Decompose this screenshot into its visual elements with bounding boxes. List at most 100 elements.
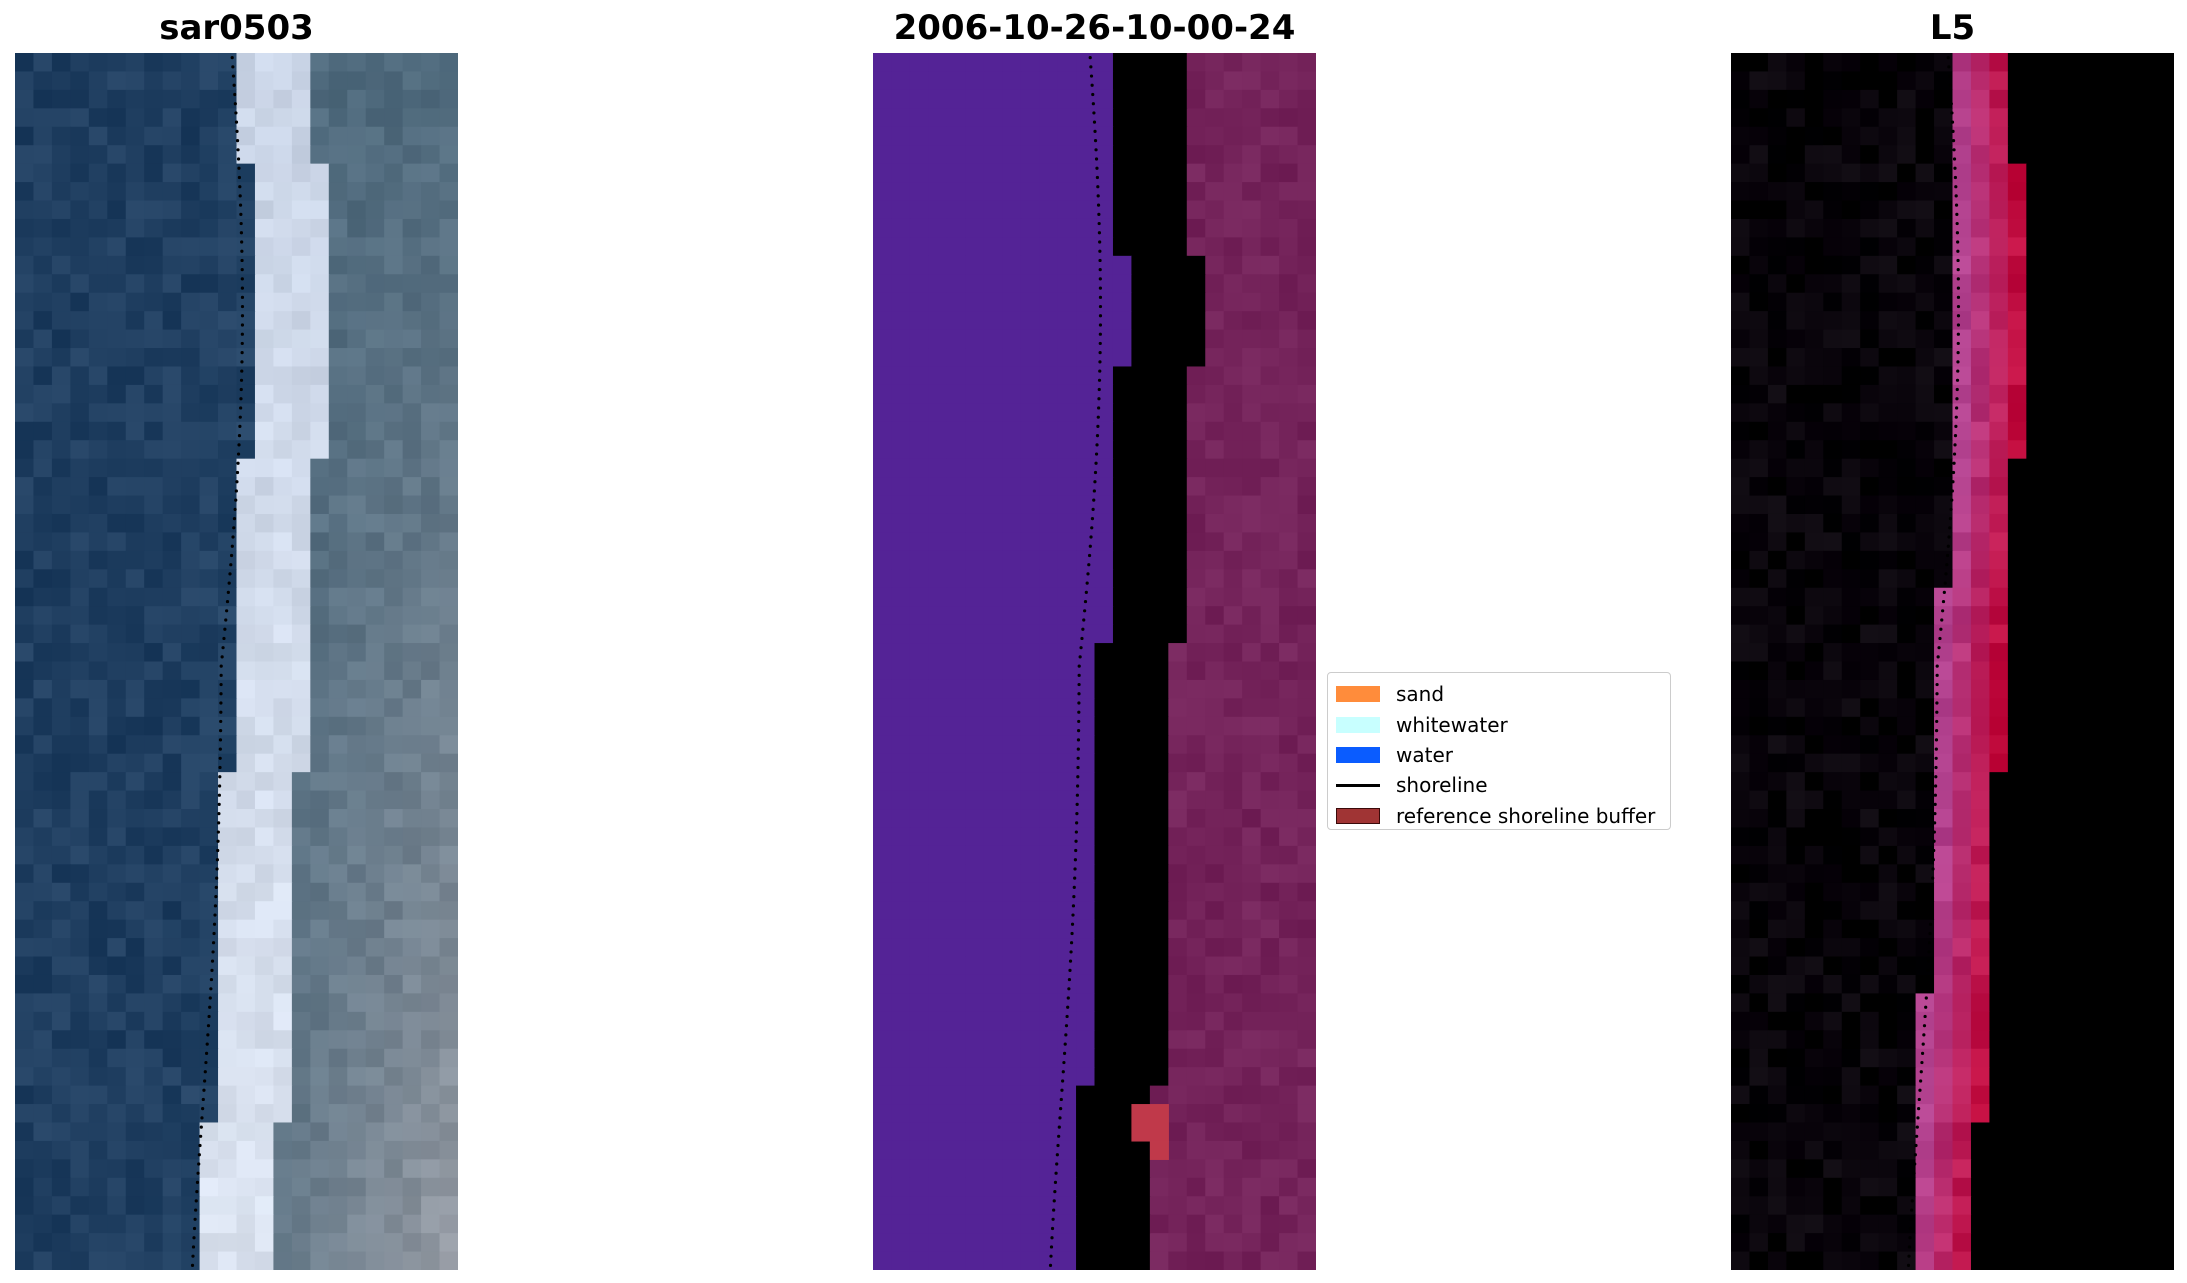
pixel [1749,643,1769,663]
pixel [2155,108,2174,128]
pixel [1223,200,1243,220]
pixel [1002,274,1022,294]
pixel [70,477,90,497]
pixel [310,938,330,958]
pixel [1279,698,1299,718]
pixel [70,255,90,275]
pixel [1168,790,1188,810]
pixel [236,753,256,773]
pixel [946,182,966,202]
pixel [2100,1140,2120,1160]
pixel [946,126,966,146]
pixel [2026,1104,2046,1124]
pixel [70,845,90,865]
pixel [1168,182,1188,202]
pixel [909,772,929,792]
pixel [873,1085,893,1105]
pixel [909,753,929,773]
pixel [421,882,441,902]
pixel [1168,274,1188,294]
pixel [1223,182,1243,202]
pixel [421,126,441,146]
pixel [1057,772,1077,792]
pixel [1279,513,1299,534]
pixel [347,919,367,939]
pixel [2137,182,2157,202]
pixel [310,384,330,404]
pixel [1297,1233,1316,1253]
pixel [1786,1104,1806,1124]
pixel [1186,1233,1206,1253]
pixel [1205,698,1225,718]
pixel [2100,513,2120,534]
pixel [2007,956,2027,976]
pixel [1002,1159,1022,1179]
pixel [88,329,108,349]
pixel [1749,1159,1769,1179]
pixel [1242,126,1262,146]
pixel [1205,292,1225,312]
pixel [384,827,404,847]
pixel [1841,126,1861,146]
pixel [1279,587,1299,607]
pixel [909,1177,929,1197]
pixel [1878,329,1898,349]
pixel [1823,827,1843,847]
pixel [365,679,385,699]
pixel [2100,366,2120,386]
pixel [1804,163,1824,183]
pixel [873,845,893,865]
pixel [873,1159,893,1179]
pixel [199,366,219,386]
pixel [402,1011,422,1031]
pixel [1897,772,1917,792]
pixel [1242,1085,1262,1105]
pixel [1242,679,1262,699]
pixel [2044,366,2064,386]
pixel [1020,53,1040,73]
pixel [2137,661,2157,681]
pixel [1112,274,1133,294]
pixel [909,1196,929,1216]
pixel [1260,1196,1280,1216]
pixel [181,384,201,404]
pixel [1897,1104,1917,1124]
pixel [1804,126,1824,146]
pixel [181,661,201,681]
pixel [328,200,348,220]
pixel [328,1251,348,1270]
pixel [1952,809,1972,829]
pixel [2026,1067,2046,1087]
pixel [1039,458,1059,478]
pixel [236,200,256,220]
pixel [2100,901,2120,921]
pixel [236,550,256,570]
pixel [1149,1011,1169,1031]
pixel [1749,513,1769,534]
pixel [1823,716,1843,736]
pixel [291,845,311,865]
pixel [199,218,219,238]
pixel [125,938,145,958]
pixel [1094,182,1114,202]
pixel [291,679,311,699]
pixel [70,919,90,939]
pixel [1057,384,1077,404]
pixel [873,827,893,847]
pixel [70,735,90,755]
pixel [15,421,35,441]
pixel [1039,753,1059,773]
pixel [1897,126,1917,146]
shoreline-point [1089,65,1093,69]
pixel [909,218,929,238]
pixel [2081,145,2101,165]
pixel [2100,1122,2120,1142]
pixel [421,274,441,294]
pixel [928,1251,948,1270]
pixel [946,679,966,699]
pixel [291,827,311,847]
pixel [1989,1104,2009,1124]
pixel [909,993,929,1013]
pixel [1260,587,1280,607]
pixel [347,274,367,294]
